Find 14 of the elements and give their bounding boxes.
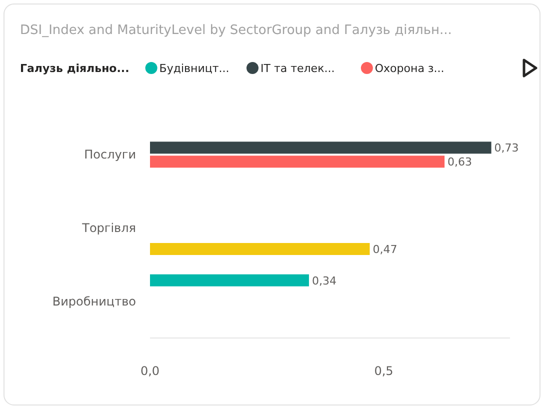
- data-label: 0,34: [312, 274, 336, 288]
- legend-title: Галузь діяльно...: [20, 62, 130, 75]
- chart-title: DSI_Index and MaturityLevel by SectorGroup and Галузь діяльн...: [20, 23, 452, 38]
- legend-label: Охорона з...: [374, 62, 444, 75]
- y-tick-label: Послуги: [84, 148, 136, 162]
- x-tick-label: 0,0: [140, 364, 160, 378]
- x-tick-label: 0,5: [374, 364, 394, 378]
- y-tick-label: Виробництво: [52, 294, 136, 308]
- data-label: 0,73: [494, 142, 519, 155]
- data-label: 0,47: [372, 243, 398, 256]
- legend-label: Будівницт...: [159, 62, 230, 75]
- legend-label: IT та телек...: [260, 62, 335, 75]
- y-tick-label: Торгівля: [81, 221, 136, 235]
- data-label: 0,63: [448, 156, 472, 169]
